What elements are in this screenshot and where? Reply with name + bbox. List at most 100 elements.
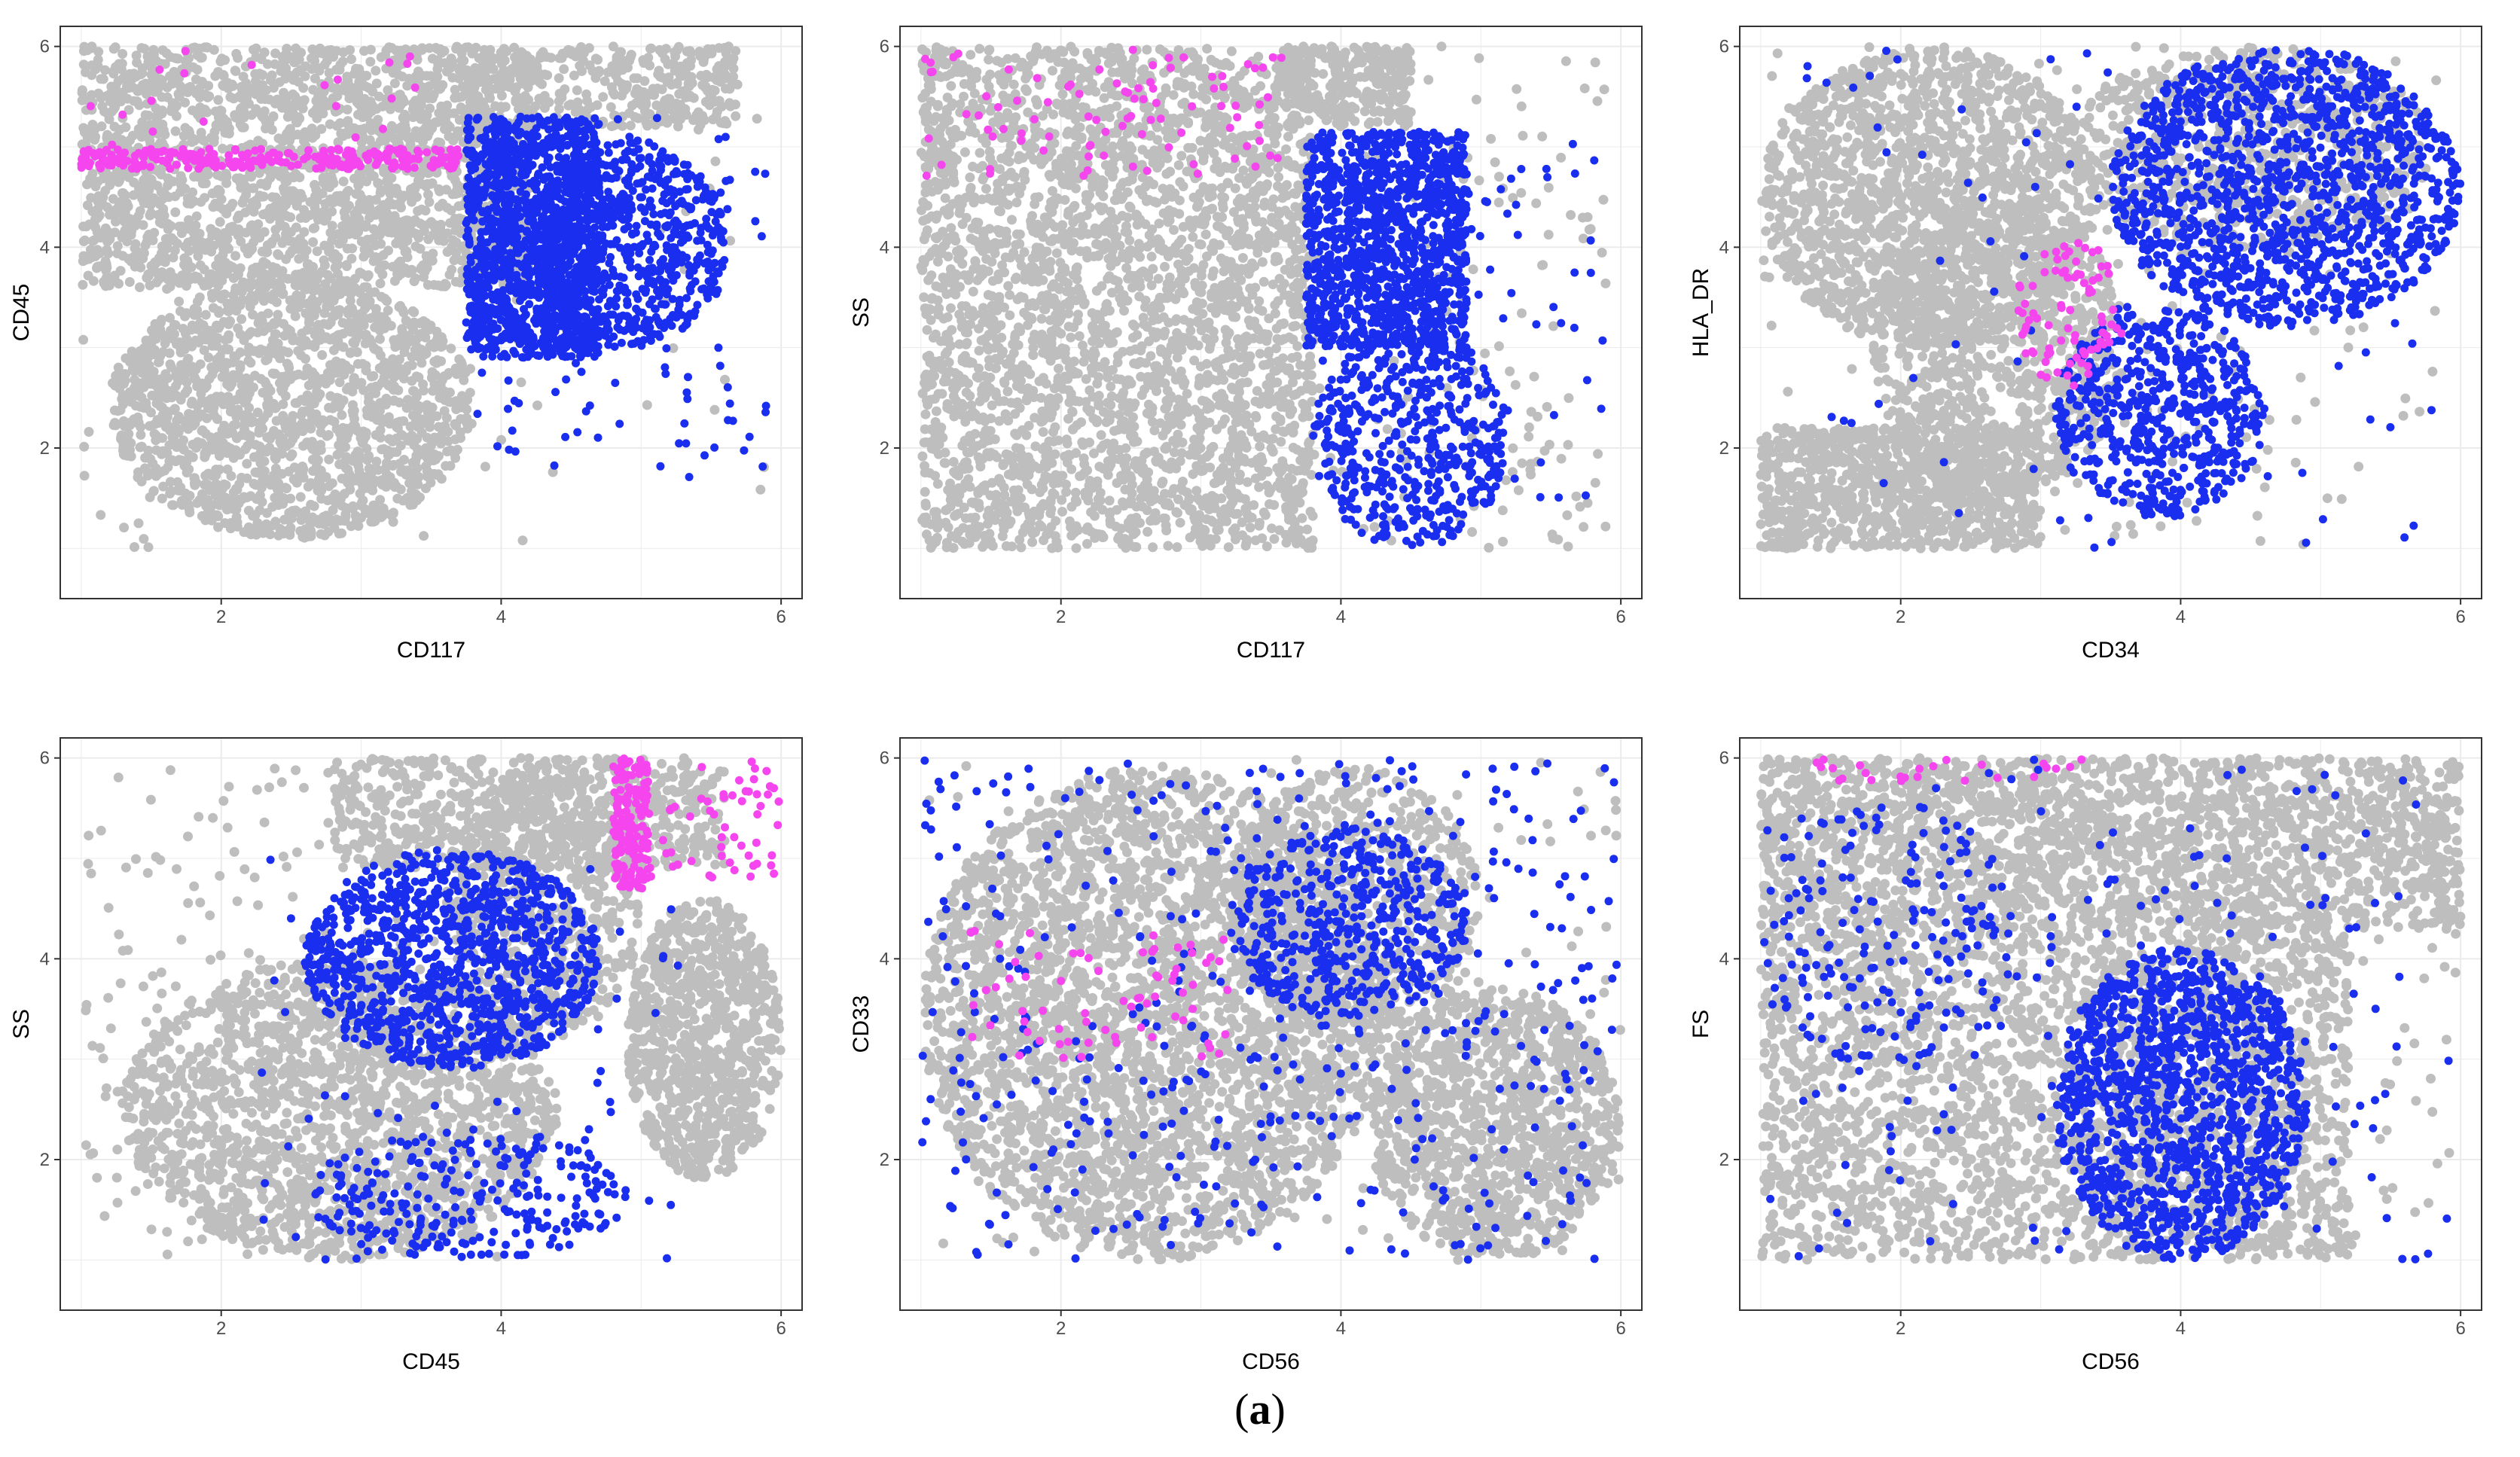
data-point xyxy=(508,83,518,93)
data-point xyxy=(572,85,582,96)
data-point xyxy=(325,288,336,299)
data-point xyxy=(185,199,196,209)
data-point xyxy=(142,170,152,181)
data-point xyxy=(317,350,328,360)
data-point xyxy=(232,484,243,495)
data-point xyxy=(174,455,185,465)
data-point xyxy=(188,227,199,238)
data-point xyxy=(576,42,587,52)
data-point xyxy=(352,453,362,462)
data-point xyxy=(196,197,206,207)
data-point xyxy=(316,427,326,437)
data-point xyxy=(130,254,140,264)
data-point xyxy=(427,402,438,413)
data-point xyxy=(349,282,360,293)
data-point xyxy=(263,165,273,175)
data-point xyxy=(295,492,306,502)
data-point xyxy=(389,133,400,144)
data-point xyxy=(337,235,348,245)
data-point xyxy=(642,89,653,99)
data-point xyxy=(428,370,438,380)
data-point xyxy=(151,471,161,481)
data-point xyxy=(302,390,313,401)
data-point xyxy=(300,71,310,81)
data-point xyxy=(410,215,420,225)
data-point xyxy=(353,88,364,98)
data-point xyxy=(279,87,289,98)
data-point xyxy=(720,374,730,385)
data-point xyxy=(233,230,243,241)
data-point xyxy=(79,441,90,452)
data-point xyxy=(221,178,232,188)
data-point xyxy=(358,251,369,262)
data-point xyxy=(691,110,702,120)
data-point xyxy=(468,95,478,105)
data-point xyxy=(85,173,96,184)
data-point xyxy=(375,510,386,520)
data-point xyxy=(258,70,268,81)
data-point xyxy=(381,315,392,326)
data-point xyxy=(116,197,127,207)
data-point xyxy=(214,233,224,243)
data-point xyxy=(456,359,467,370)
data-point xyxy=(110,102,121,112)
data-point xyxy=(148,331,159,342)
data-point xyxy=(117,135,127,145)
data-point xyxy=(280,170,291,181)
data-point xyxy=(471,73,482,84)
data-point xyxy=(416,99,426,110)
data-point xyxy=(118,441,129,452)
data-point xyxy=(526,54,535,65)
data-point xyxy=(366,469,377,479)
data-point xyxy=(220,265,230,275)
data-point xyxy=(298,239,309,249)
data-point xyxy=(465,364,475,374)
data-point xyxy=(294,469,305,480)
data-point xyxy=(348,410,358,420)
data-point xyxy=(364,99,374,109)
data-point xyxy=(381,370,392,380)
data-point xyxy=(456,402,466,413)
data-point xyxy=(308,416,319,426)
data-point xyxy=(642,400,652,410)
data-point xyxy=(206,362,217,373)
data-point xyxy=(154,357,163,367)
data-point xyxy=(659,105,670,116)
data-point xyxy=(243,522,254,532)
data-point xyxy=(77,95,87,105)
data-point xyxy=(87,206,98,217)
data-point xyxy=(156,187,166,197)
data-point xyxy=(169,245,180,256)
data-point xyxy=(436,332,447,343)
data-point xyxy=(115,266,126,276)
data-point xyxy=(285,124,295,135)
data-point xyxy=(341,205,351,215)
data-point xyxy=(143,542,154,553)
data-point xyxy=(396,230,407,241)
data-point xyxy=(208,406,218,416)
data-point xyxy=(417,219,427,230)
data-point xyxy=(78,236,89,246)
data-point xyxy=(530,101,541,111)
data-point xyxy=(259,456,270,467)
data-point xyxy=(373,114,383,125)
data-point xyxy=(222,464,233,474)
data-point xyxy=(344,469,355,480)
data-point xyxy=(645,44,655,54)
data-point xyxy=(371,456,382,467)
data-point xyxy=(200,334,210,345)
data-point xyxy=(246,245,256,256)
data-point xyxy=(257,246,267,257)
data-point xyxy=(246,270,257,281)
data-point xyxy=(395,484,406,495)
data-point xyxy=(130,352,141,362)
data-point xyxy=(554,73,564,84)
data-point xyxy=(110,418,120,428)
data-point xyxy=(436,474,447,484)
data-point xyxy=(117,49,128,59)
data-point xyxy=(459,82,469,93)
data-point xyxy=(331,367,342,378)
data-point xyxy=(79,471,90,481)
data-point xyxy=(407,430,417,440)
data-point xyxy=(307,512,318,523)
